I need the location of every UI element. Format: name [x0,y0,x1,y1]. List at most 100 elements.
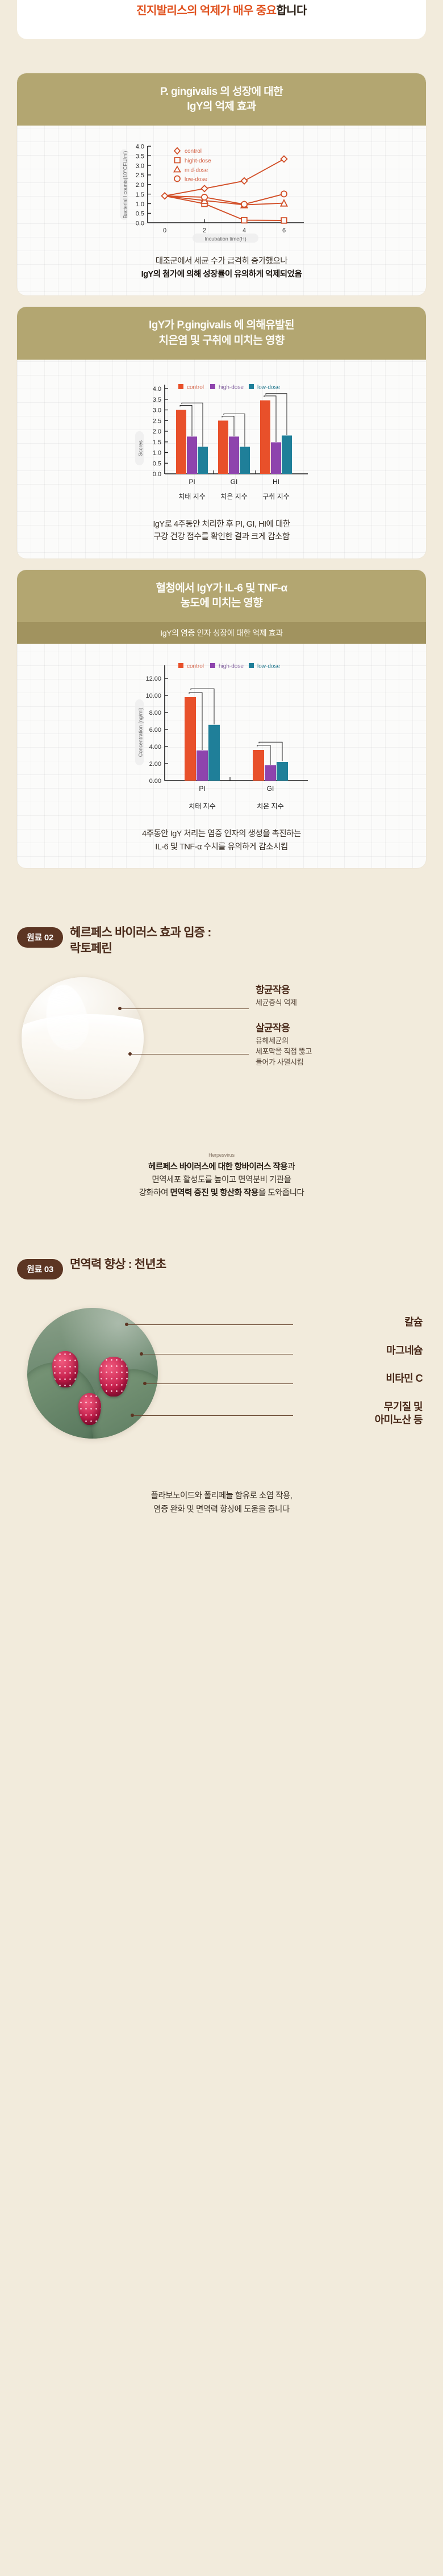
spacer [0,1234,443,1257]
line-series-low-dose [164,193,285,206]
study-3-header: 혈청에서 IgY가 IL-6 및 TNF-α 농도에 미치는 영향 [17,569,426,623]
callout-antibacterial-desc: 세균증식 억제 [256,998,297,1007]
legend-label-high-dose: high-dose [219,664,244,670]
bar-group-gi [218,413,250,474]
sig-bracket-gi-control-low [223,413,245,447]
spacer [0,868,443,902]
line-chart-y-axis-label: Bacterial l counts(10°CFU/ml) [120,149,128,220]
bar-pi-low-dose [198,447,208,474]
y-tick-0-5: 0.5 [153,460,161,467]
legend-marker-mid-dose-triangle-icon [173,165,181,173]
ingredient-02-callouts: 항균작용 세균증식 억제 살균작용 유해세균의 세포막을 직접 뚫고 들어가 사… [250,982,426,1079]
bar-group-hi [260,393,292,474]
legend-marker-low-dose-circle-icon [174,176,181,182]
sig-bracket-hi-control-low [265,393,287,435]
spacer [0,957,443,973]
top-statement-tail: 합니다 [276,5,307,17]
ingredient-03-summary-line-2: 염증 완화 및 면역력 향상에 도움을 줍니다 [153,1504,290,1514]
cactus-fruit-photo [27,1308,158,1439]
cat-label-gi: GI [231,478,238,486]
legend-swatch-high-dose [210,663,215,669]
ingredient-02-summary-line-1: 헤르페스 바이러스에 대한 항바이러스 작용과 [17,1161,426,1174]
line-chart-x-axis-label: Incubation time(H) [193,234,258,243]
bar-pi-low-dose [208,724,220,781]
sig-bracket-hi-control-high [264,395,277,442]
x-axis-label-text: Incubation time(H) [204,236,246,242]
cactus-fruit-2 [99,1357,128,1397]
legend-swatch-high-dose [210,384,215,389]
study-2-header: IgY가 P.gingivalis 에 의해유발된 치은염 및 구취에 미치는 … [17,307,426,360]
bar-gi-low-dose [277,762,288,781]
y-tick-0-0: 0.0 [153,471,161,478]
legend-label-low-dose: low-dose [257,664,280,670]
bar-hi-high-dose [271,442,281,474]
sig-bracket-pi-control-high [179,405,193,436]
top-statement-text: 진지발리스의 억제가 매우 중요합니다 [27,0,416,18]
legend-label-high-dose: high-dose [219,384,244,390]
cat-label-pi: PI [199,785,205,793]
y-tick-10: 10.00 [145,693,161,699]
bar-chart-2-y-axis-label: Scores [135,431,144,465]
ingredient-02-header: 원료 02 헤르페스 바이러스 효과 입증 : 락토페린 [17,925,426,957]
top-statement-highlight: 진지발리스의 억제가 매우 중요 [136,5,277,17]
study-2-title-line-2: 치은염 및 구취에 미치는 영향 [158,334,285,347]
line-chart-legend: control hight-dose mid-dose low-dose [173,147,211,183]
bar-pi-high-dose [197,750,208,781]
spacer [0,1200,443,1234]
study-2-title-line-1: IgY가 P.gingivalis 에 의해유발된 [149,319,295,332]
ingredient-03-badge: 원료 03 [17,1259,63,1280]
study-card-3: 혈청에서 IgY가 IL-6 및 TNF-α 농도에 미치는 영향 IgY의 염… [17,569,426,869]
x-tick-0: 0 [163,227,166,234]
bar-chart-2-category-sublabels: 치태 지수 치은 지수 구취 지수 [178,493,290,501]
study-1-chart-area: 4.0 3.5 3.0 2.5 2.0 1.5 1.0 0.5 0.0 [17,126,426,245]
legend-marker-control-diamond-icon [173,147,181,155]
spacer [0,1478,443,1490]
ingredient-03-title: 면역력 향상 : 천년초 [70,1257,166,1273]
cactus-fruit-1 [52,1351,78,1388]
cactus-fruit-image [27,1308,158,1439]
legend-swatch-control [178,663,183,669]
y-tick-8: 8.00 [149,710,161,716]
callout-bactericidal-title: 살균작용 [256,1023,290,1034]
cat-sub-hi: 구취 지수 [262,493,290,501]
y-tick-4-0: 4.0 [136,144,144,151]
study-3-caption-line-1: 4주동안 IgY 처리는 염증 인자의 생성을 촉진하는 [142,830,301,839]
y-tick-3-0: 3.0 [136,163,144,170]
leader-dot-n4 [131,1414,134,1418]
x-tick-6: 6 [282,227,286,234]
top-statement-panel: 진지발리스의 억제가 매우 중요합니다 [17,0,426,39]
cat-label-pi: PI [189,478,195,486]
cat-label-hi: HI [273,478,279,486]
leader-dot-2 [128,1052,132,1056]
study-1-title-line-2: IgY의 억제 효과 [187,101,256,113]
legend-label-control: control [187,664,204,670]
study-3-title-line-1: 혈청에서 IgY가 IL-6 및 TNF-α [156,582,287,594]
bar-chart-oral-scores: 4.0 3.5 3.0 2.5 2.0 1.5 1.0 0.5 0.0 [135,384,308,486]
y-tick-2-5: 2.5 [136,173,144,180]
bar-chart-3-category-sublabels: 치태 지수 치은 지수 [189,802,284,810]
bar-gi-high-dose [229,436,239,474]
y-tick-2-0: 2.0 [153,428,161,435]
x-tick-2: 2 [203,227,206,234]
spacer [0,558,443,570]
bar-hi-low-dose [282,435,292,474]
study-3-caption: 4주동안 IgY 처리는 염증 인자의 생성을 촉진하는 IL-6 및 TNF-… [17,818,426,868]
callout-bactericidal-desc-1: 유해세균의 [256,1036,289,1045]
ingredient-02-title-line-1: 헤르페스 바이러스 효과 입증 : [69,926,211,940]
study-1-caption-line-1: 대조군에서 세균 수가 급격히 증가했으나 [155,257,288,266]
y-axis-label-text: Scores [138,440,144,456]
ingredient-03-title-line-1: 면역력 향상 : 천년초 [69,1258,166,1272]
y-axis-label-text: Concentration (ng/ml) [138,708,144,757]
bar-gi-control [253,750,264,781]
y-tick-2-0: 2.0 [136,182,144,189]
y-tick-6: 6.00 [149,727,161,733]
bar-chart-cytokines: 12.00 10.00 8.00 6.00 4.00 2.00 0.00 [135,663,308,793]
legend-label-low-dose: low-dose [257,384,280,390]
y-axis-label-text: Bacterial l counts(10°CFU/ml) [123,151,128,219]
legend-label-control: control [185,148,202,155]
y-tick-3-5: 3.5 [136,153,144,160]
milk-pour-photo [22,977,144,1100]
sig-bracket-gi-control-high [222,415,235,436]
spacer [0,295,443,307]
y-tick-2: 2.00 [149,761,161,768]
